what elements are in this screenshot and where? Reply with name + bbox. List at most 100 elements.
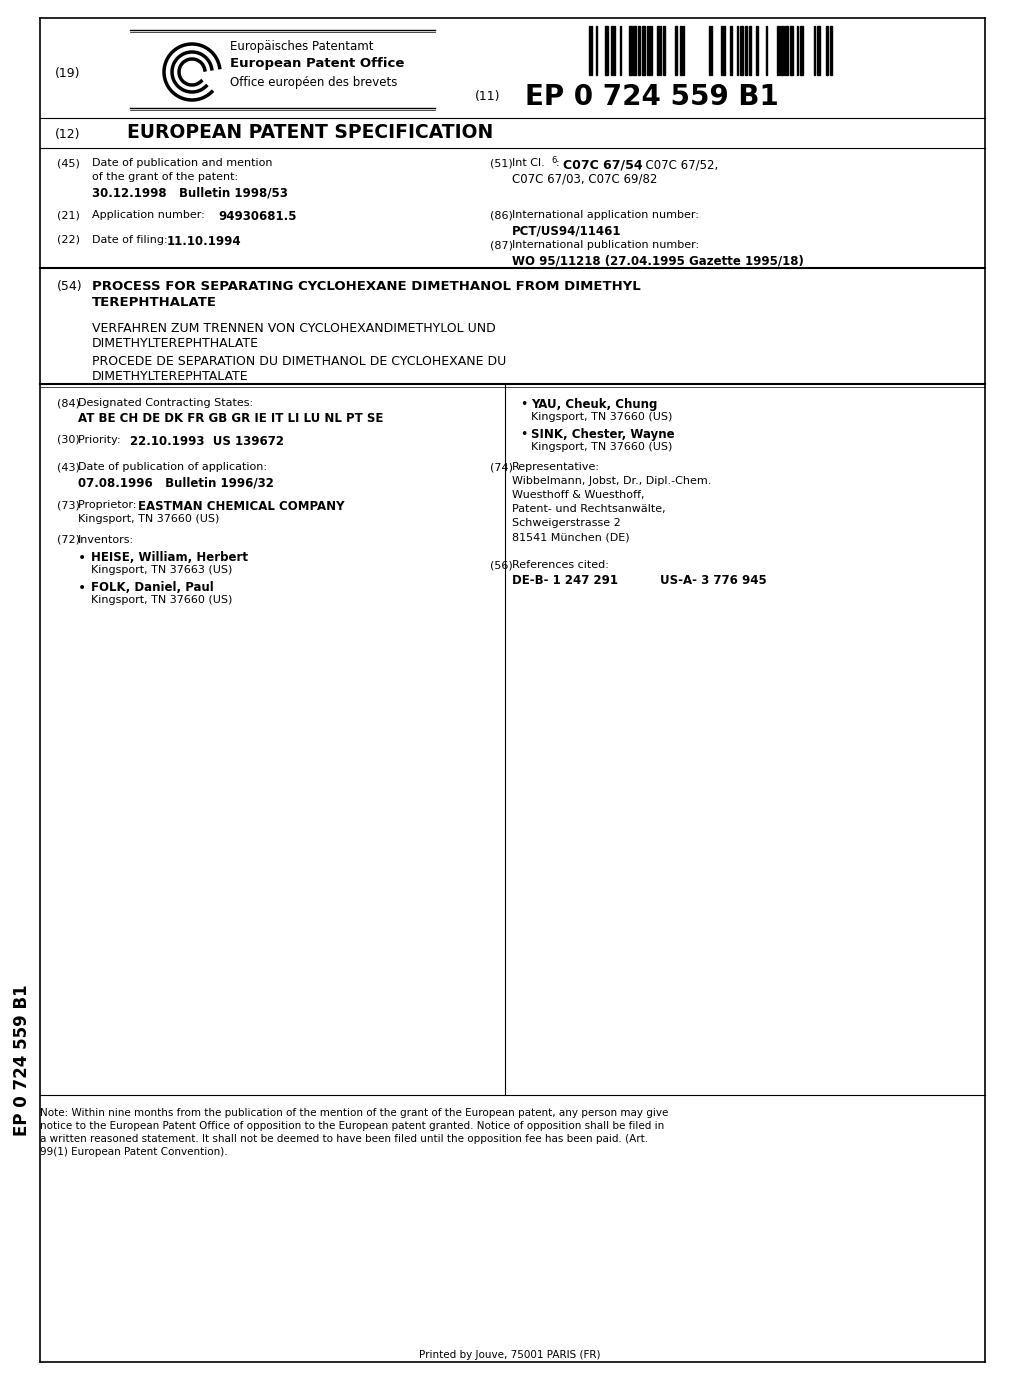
Text: •: • [77,581,87,595]
Text: Date of publication and mention: Date of publication and mention [92,157,272,168]
Text: (86): (86) [489,210,513,219]
Text: 22.10.1993  US 139672: 22.10.1993 US 139672 [129,435,283,448]
Text: (54): (54) [57,280,83,293]
Text: •: • [520,428,527,442]
Bar [825,26,827,75]
Text: (21): (21) [57,210,79,219]
Text: Kingsport, TN 37663 (US): Kingsport, TN 37663 (US) [91,564,232,575]
Text: Int Cl.: Int Cl. [512,157,544,168]
Text: 94930681.5: 94930681.5 [218,210,297,224]
Text: Inventors:: Inventors: [77,535,133,545]
Text: PROCEDE DE SEPARATION DU DIMETHANOL DE CYCLOHEXANE DU: PROCEDE DE SEPARATION DU DIMETHANOL DE C… [92,355,505,368]
Text: SINK, Chester, Wayne: SINK, Chester, Wayne [531,428,674,442]
Text: Proprietor:: Proprietor: [77,500,140,511]
Bar [675,26,677,75]
Text: Application number:: Application number: [92,210,208,219]
Text: AT BE CH DE DK FR GB GR IE IT LI LU NL PT SE: AT BE CH DE DK FR GB GR IE IT LI LU NL P… [77,413,383,425]
Text: (22): (22) [57,235,79,246]
Text: Printed by Jouve, 75001 PARIS (FR): Printed by Jouve, 75001 PARIS (FR) [419,1350,600,1361]
Text: •: • [77,551,87,564]
Text: DIMETHYLTEREPHTHALATE: DIMETHYLTEREPHTHALATE [92,337,259,351]
Text: •: • [520,397,527,411]
Text: C07C 67/03, C07C 69/82: C07C 67/03, C07C 69/82 [512,172,656,186]
Text: (72): (72) [57,535,79,545]
Bar [816,26,819,75]
Text: Kingsport, TN 37660 (US): Kingsport, TN 37660 (US) [531,413,672,422]
Text: Representative:: Representative: [512,462,599,472]
Text: EP 0 724 559 B1: EP 0 724 559 B1 [13,984,31,1136]
Bar [680,26,682,75]
Text: (84): (84) [57,397,79,408]
Text: Office européen des brevets: Office européen des brevets [229,76,397,88]
Bar [829,26,832,75]
Text: (43): (43) [57,462,79,472]
Text: notice to the European Patent Office of opposition to the European patent grante: notice to the European Patent Office of … [40,1121,663,1132]
Text: Kingsport, TN 37660 (US): Kingsport, TN 37660 (US) [77,513,219,524]
Bar [739,26,742,75]
Bar [656,26,658,75]
Bar [641,26,644,75]
Text: Kingsport, TN 37660 (US): Kingsport, TN 37660 (US) [531,442,672,453]
Bar [633,26,636,75]
Text: Date of publication of application:: Date of publication of application: [77,462,267,472]
Text: Priority:: Priority: [77,435,127,444]
Text: EASTMAN CHEMICAL COMPANY: EASTMAN CHEMICAL COMPANY [138,500,344,513]
Text: International publication number:: International publication number: [512,240,698,250]
Bar [781,26,783,75]
Bar [604,26,607,75]
Text: PROCESS FOR SEPARATING CYCLOHEXANE DIMETHANOL FROM DIMETHYL: PROCESS FOR SEPARATING CYCLOHEXANE DIMET… [92,280,640,293]
Text: PCT/US94/11461: PCT/US94/11461 [512,224,621,237]
Bar [748,26,750,75]
Text: 30.12.1998   Bulletin 1998/53: 30.12.1998 Bulletin 1998/53 [92,186,287,199]
Text: VERFAHREN ZUM TRENNEN VON CYCLOHEXANDIMETHYLOL UND: VERFAHREN ZUM TRENNEN VON CYCLOHEXANDIME… [92,322,495,335]
Text: (30): (30) [57,435,79,444]
Text: :: : [555,157,562,168]
Bar [799,26,802,75]
Bar [637,26,639,75]
Bar [629,26,632,75]
Bar [790,26,792,75]
Text: 99(1) European Patent Convention).: 99(1) European Patent Convention). [40,1147,227,1156]
Text: 11.10.1994: 11.10.1994 [167,235,242,248]
Bar [744,26,746,75]
Text: YAU, Cheuk, Chung: YAU, Cheuk, Chung [531,397,656,411]
Bar [722,26,725,75]
Text: 6: 6 [550,156,555,166]
Text: EUROPEAN PATENT SPECIFICATION: EUROPEAN PATENT SPECIFICATION [126,123,492,142]
Text: EP 0 724 559 B1: EP 0 724 559 B1 [525,83,777,110]
Bar [786,26,788,75]
Text: Date of filing:: Date of filing: [92,235,171,246]
Text: European Patent Office: European Patent Office [229,57,404,70]
Text: (12): (12) [55,128,81,141]
Text: (11): (11) [475,90,500,104]
Text: References cited:: References cited: [512,560,608,570]
Text: Kingsport, TN 37660 (US): Kingsport, TN 37660 (US) [91,595,232,604]
Text: Note: Within nine months from the publication of the mention of the grant of the: Note: Within nine months from the public… [40,1108,667,1118]
Text: 81541 München (DE): 81541 München (DE) [512,533,629,542]
Text: FOLK, Daniel, Paul: FOLK, Daniel, Paul [91,581,214,593]
Text: (74): (74) [489,462,513,472]
Text: Europäisches Patentamt: Europäisches Patentamt [229,40,373,52]
Text: , C07C 67/52,: , C07C 67/52, [637,157,717,171]
Text: DIMETHYLTEREPHTALATE: DIMETHYLTEREPHTALATE [92,370,249,384]
Text: Schweigerstrasse 2: Schweigerstrasse 2 [512,518,621,529]
Text: HEISE, William, Herbert: HEISE, William, Herbert [91,551,248,564]
Text: DE-B- 1 247 291: DE-B- 1 247 291 [512,574,618,586]
Text: US-A- 3 776 945: US-A- 3 776 945 [659,574,766,586]
Text: International application number:: International application number: [512,210,698,219]
Text: TEREPHTHALATE: TEREPHTHALATE [92,295,217,309]
Text: Wibbelmann, Jobst, Dr., Dipl.-Chem.: Wibbelmann, Jobst, Dr., Dipl.-Chem. [512,476,710,486]
Text: C07C 67/54: C07C 67/54 [562,157,642,171]
Text: (56): (56) [489,560,513,570]
Bar [755,26,757,75]
Text: WO 95/11218 (27.04.1995 Gazette 1995/18): WO 95/11218 (27.04.1995 Gazette 1995/18) [512,254,803,266]
Bar [662,26,664,75]
Text: Wuesthoff & Wuesthoff,: Wuesthoff & Wuesthoff, [512,490,644,500]
Text: (87): (87) [489,240,513,250]
Text: (73): (73) [57,500,79,511]
Text: (51): (51) [489,157,513,168]
Bar [610,26,612,75]
Text: (45): (45) [57,157,79,168]
Text: a written reasoned statement. It shall not be deemed to have been filed until th: a written reasoned statement. It shall n… [40,1134,647,1144]
Text: of the grant of the patent:: of the grant of the patent: [92,172,237,182]
